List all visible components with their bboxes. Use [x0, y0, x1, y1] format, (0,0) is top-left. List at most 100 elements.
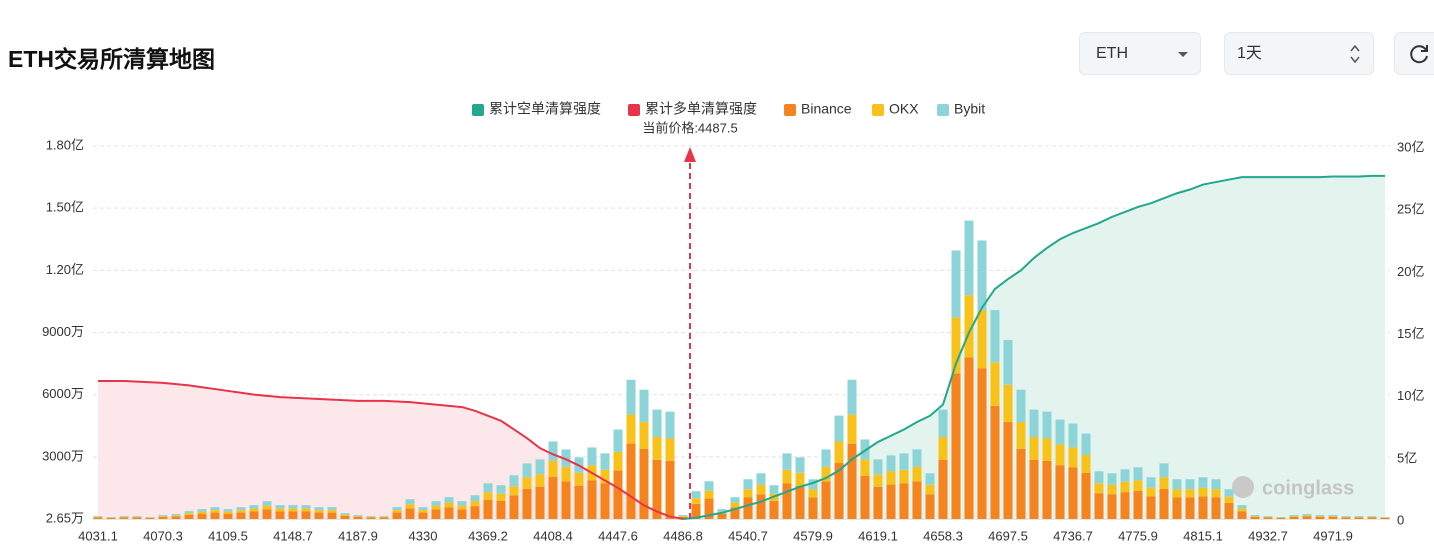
bar-segment [613, 451, 623, 471]
bar-segment [184, 513, 194, 515]
x-tick-label: 4658.3 [923, 528, 963, 543]
legend-label: 累计空单清算强度 [489, 101, 601, 117]
bar-segment [444, 507, 454, 519]
y-tick-label: 9000万 [42, 324, 84, 339]
x-tick-label: 4330 [409, 528, 438, 543]
watermark: coinglass [1262, 477, 1354, 499]
bar-segment [678, 516, 688, 517]
bar-segment [509, 495, 519, 519]
bar-segment [1159, 477, 1169, 489]
y2-tick-label: 25亿 [1397, 202, 1424, 217]
x-tick-label: 4697.5 [988, 528, 1028, 543]
bar-segment [1354, 516, 1364, 518]
bar-segment [1146, 477, 1156, 488]
bar-segment [1341, 516, 1351, 518]
bar-segment [795, 457, 805, 473]
bar-segment [1094, 471, 1104, 484]
bar-segment [1081, 472, 1091, 519]
bar-segment [275, 511, 285, 519]
bar-segment [704, 481, 714, 491]
legend-label: OKX [889, 101, 919, 117]
x-tick-label: 4408.4 [533, 528, 573, 543]
bar-segment [1315, 515, 1325, 517]
legend-swatch [937, 104, 949, 116]
bar-segment [509, 475, 519, 487]
bar-segment [626, 443, 636, 519]
bar-segment [353, 515, 363, 517]
bar-segment [821, 481, 831, 519]
watermark-logo [1232, 476, 1254, 498]
bar-segment [496, 493, 506, 501]
bar-segment [834, 415, 844, 442]
bar-segment [834, 441, 844, 464]
bar-segment [964, 357, 974, 519]
bar-segment [483, 499, 493, 519]
bar-segment [1029, 459, 1039, 519]
symbol-select[interactable]: ETH [1079, 32, 1201, 75]
bar-segment [938, 459, 948, 519]
bar-segment [210, 512, 220, 519]
bar-segment [366, 517, 376, 519]
bar-segment [639, 422, 649, 450]
bar-segment [119, 517, 129, 519]
bar-segment [353, 516, 363, 517]
bar-segment [457, 505, 467, 510]
bar-segment [405, 508, 415, 519]
bar-segment [1302, 514, 1312, 516]
bar-segment [899, 483, 909, 519]
bar-segment [262, 505, 272, 510]
y-tick-label: 1.20亿 [46, 262, 84, 277]
bar-segment [535, 459, 545, 475]
bar-segment [392, 510, 402, 513]
bar-segment [288, 505, 298, 509]
bar-segment [1198, 477, 1208, 488]
bar-segment [1094, 483, 1104, 494]
bar-segment [548, 460, 558, 478]
bar-segment [600, 483, 610, 519]
x-tick-label: 4486.8 [663, 528, 703, 543]
bar-segment [535, 486, 545, 519]
bar-segment [275, 505, 285, 509]
refresh-button[interactable] [1394, 32, 1434, 75]
bar-segment [1198, 496, 1208, 519]
x-tick-label: 4579.9 [793, 528, 833, 543]
bar-segment [301, 511, 311, 519]
bar-segment [327, 507, 337, 511]
bar-segment [379, 516, 389, 517]
bar-segment [1107, 484, 1117, 495]
x-tick-label: 4736.7 [1053, 528, 1093, 543]
bar-segment [587, 480, 597, 519]
bar-segment [236, 512, 246, 519]
bar-segment [119, 516, 129, 517]
bar-segment [1198, 487, 1208, 497]
bar-segment [938, 436, 948, 460]
bar-segment [106, 517, 116, 519]
bar-segment [964, 295, 974, 358]
bar-segment [1302, 516, 1312, 519]
bar-segment [535, 474, 545, 487]
bar-segment [1133, 491, 1143, 519]
bar-segment [301, 508, 311, 512]
bar-segment [730, 502, 740, 508]
bar-segment [548, 477, 558, 519]
bar-segment [899, 469, 909, 484]
bar-segment [1367, 516, 1377, 518]
x-tick-label: 4619.1 [858, 528, 898, 543]
bar-segment [210, 510, 220, 513]
bar-segment [769, 500, 779, 519]
bar-segment [665, 438, 675, 461]
bar-segment [561, 466, 571, 482]
x-tick-label: 4932.7 [1248, 528, 1288, 543]
period-select[interactable]: 1天 [1224, 32, 1374, 75]
bar-segment [730, 507, 740, 519]
x-tick-label: 4070.3 [143, 528, 183, 543]
bar-segment [132, 516, 142, 517]
y-tick-label: 6000万 [42, 386, 84, 401]
bar-segment [1003, 384, 1013, 423]
bar-segment [1315, 516, 1325, 519]
bar-segment [1263, 516, 1273, 518]
bar-segment [119, 516, 129, 518]
bar-segment [184, 514, 194, 519]
bar-segment [873, 459, 883, 475]
